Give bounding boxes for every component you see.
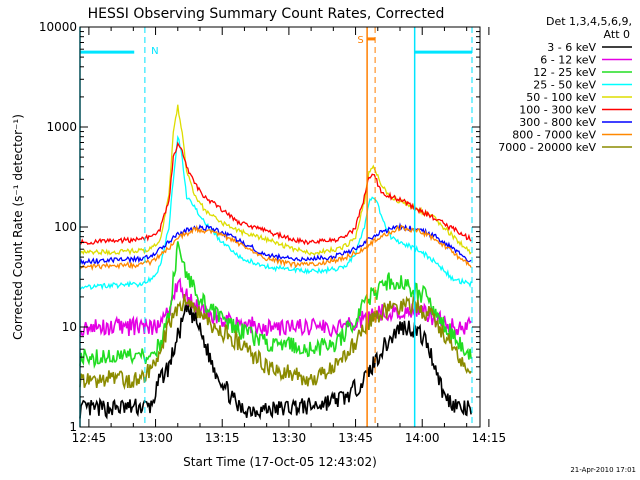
plot-frame (79, 26, 481, 428)
night-marker-label: N (151, 46, 158, 57)
legend-label-1: 3 - 6 keV (547, 41, 596, 54)
x-tick-label-1: 12:45 (72, 431, 107, 445)
series-line-1 (79, 302, 472, 421)
y-tick-label-2: 10 (62, 320, 77, 334)
legend-label-9: 7000 - 20000 keV (498, 141, 596, 154)
x-tick-label-3: 13:15 (205, 431, 240, 445)
x-tick-label-7: 14:15 (472, 431, 507, 445)
series-line-5 (79, 104, 472, 257)
legend-label-2: 6 - 12 keV (540, 54, 596, 67)
series-layer (79, 104, 472, 421)
legend-header-line-1: Det 1,3,4,5,6,9, (546, 15, 632, 28)
legend-label-6: 100 - 300 keV (519, 104, 596, 117)
x-axis-label: Start Time (17-Oct-05 12:43:02) (183, 455, 377, 469)
x-axis: 12:45 13:00 13:15 13:30 13:45 14:00 14:15 (72, 27, 507, 445)
series-line-2 (79, 277, 472, 338)
legend-label-8: 800 - 7000 keV (512, 129, 596, 142)
y-tick-label-5: 10000 (39, 20, 77, 34)
y-tick-label-4: 1000 (46, 120, 77, 134)
legend-label-7: 300 - 800 keV (519, 116, 596, 129)
series-line-4 (79, 134, 472, 291)
chart-title: HESSI Observing Summary Count Rates, Cor… (88, 6, 445, 22)
x-tick-label-6: 14:00 (405, 431, 440, 445)
y-tick-label-3: 100 (54, 220, 77, 234)
y-tick-label-1: 1 (69, 420, 77, 434)
x-tick-label-2: 13:00 (138, 431, 173, 445)
saa-marker-label: S (357, 35, 363, 46)
series-line-9 (79, 294, 472, 391)
y-axis-label: Corrected Count Rate (s⁻¹ detector⁻¹) (11, 114, 25, 340)
x-tick-label-5: 13:45 (338, 431, 373, 445)
legend-label-3: 12 - 25 keV (533, 66, 596, 79)
series-line-7 (79, 222, 472, 266)
timestamp: 21-Apr-2010 17:01 (570, 466, 636, 474)
legend-header-line-2: Att 0 (604, 28, 630, 41)
legend-label-5: 50 - 100 keV (526, 91, 596, 104)
y-axis: 1 10 100 1000 10000 (39, 20, 480, 434)
legend-label-4: 25 - 50 keV (533, 79, 596, 92)
x-tick-label-4: 13:30 (272, 431, 307, 445)
